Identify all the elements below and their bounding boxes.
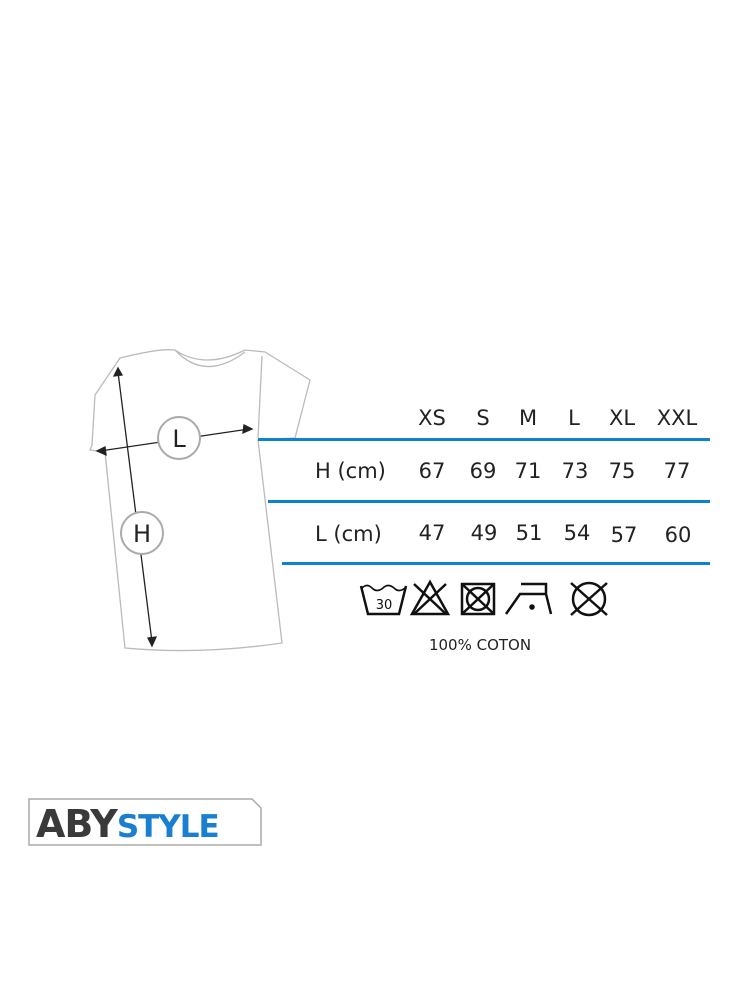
- table-cell: 71: [514, 459, 542, 483]
- table-cell: 57: [610, 523, 638, 547]
- table-cell: 47: [418, 521, 446, 545]
- row-label-length: L (cm): [315, 522, 382, 546]
- table-cell: 69: [469, 459, 497, 483]
- table-cell: 54: [563, 521, 591, 545]
- no-bleach-icon: [409, 579, 451, 616]
- tshirt-outline: [89, 349, 311, 652]
- svg-text:30: 30: [376, 598, 393, 613]
- table-cell: 77: [663, 459, 691, 483]
- size-l: L: [568, 406, 580, 430]
- length-marker: L: [172, 425, 186, 453]
- table-divider: [282, 562, 710, 565]
- wash-30-icon: 30: [359, 584, 408, 616]
- table-divider: [268, 500, 710, 503]
- table-divider: [258, 438, 710, 441]
- no-tumble-dry-icon: [460, 582, 496, 616]
- table-cell: 75: [608, 459, 636, 483]
- logo-part-aby: ABY: [36, 802, 118, 846]
- no-dry-clean-icon: [570, 581, 608, 617]
- row-label-height: H (cm): [315, 459, 386, 483]
- material-label: 100% COTON: [428, 636, 532, 654]
- abystyle-logo: ABYSTYLE: [28, 798, 262, 846]
- iron-low-icon: [504, 582, 553, 615]
- table-cell: 51: [515, 521, 543, 545]
- size-xl: XL: [608, 406, 636, 430]
- logo-part-style: STYLE: [116, 809, 220, 845]
- size-xxl: XXL: [656, 406, 698, 430]
- length-marker-circle: [157, 416, 201, 460]
- height-marker: H: [133, 520, 151, 548]
- size-s: S: [476, 406, 490, 430]
- size-xs: XS: [418, 406, 446, 430]
- table-cell: 67: [418, 459, 446, 483]
- table-cell: 60: [664, 523, 692, 547]
- size-m: M: [518, 406, 538, 430]
- height-marker-circle: [120, 511, 164, 555]
- table-cell: 49: [470, 521, 498, 545]
- height-arrow: [112, 366, 158, 648]
- table-cell: 73: [561, 459, 589, 483]
